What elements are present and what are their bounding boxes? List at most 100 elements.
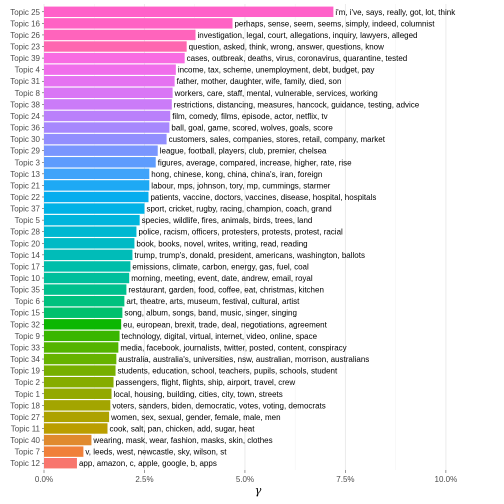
bar [44, 226, 137, 237]
x-axis-ticks: 0.0% 2.5% 5.0% 7.5% 10.0% [35, 470, 457, 484]
bar [44, 319, 122, 330]
bar-term-label: ball, goal, game, scored, wolves, goals,… [171, 124, 333, 133]
bar-term-label: hong, chinese, kong, china, china's, ira… [151, 170, 322, 179]
bar [44, 145, 158, 156]
bar [44, 29, 196, 41]
x-tick-label: 2.5% [135, 475, 153, 484]
bar [44, 330, 120, 342]
bar-term-label: species, wildlife, fires, animals, birds… [142, 216, 313, 225]
y-tick-label: Topic 21 [10, 181, 40, 190]
y-tick-label: Topic 30 [10, 135, 40, 144]
bar [44, 99, 172, 110]
bar-term-label: figures, average, compared, increase, hi… [158, 158, 352, 167]
y-tick-label: Topic 3 [15, 158, 41, 167]
bar-term-label: passengers, flight, flights, ship, airpo… [116, 378, 296, 387]
bars [44, 6, 334, 469]
y-tick-label: Topic 8 [15, 89, 41, 98]
bar-term-label: workers, care, staff, mental, vulnerable… [174, 89, 378, 98]
bar [44, 446, 84, 457]
y-tick-label: Topic 19 [10, 367, 40, 376]
bar-term-label: australia, australia's, universities, ns… [118, 355, 369, 364]
bar-term-label: i'm, i've, says, really, got, lot, think [335, 8, 456, 17]
bar [44, 214, 140, 226]
x-axis-title: γ [255, 484, 262, 497]
bar [44, 87, 173, 99]
bar [44, 458, 77, 469]
y-tick-label: Topic 22 [10, 193, 40, 202]
y-tick-label: Topic 7 [15, 448, 41, 457]
y-tick-label: Topic 2 [15, 378, 41, 387]
bar-term-label: local, housing, building, cities, city, … [114, 390, 283, 399]
bar [44, 64, 176, 75]
bar-term-label: eu, european, brexit, trade, deal, negot… [123, 320, 327, 329]
bar [44, 272, 130, 284]
bar [44, 388, 112, 399]
bar [44, 110, 171, 122]
bar [44, 180, 150, 191]
bar-term-label: perhaps, sense, seem, seems, simply, ind… [234, 19, 435, 28]
bar-term-label: labour, mps, johnson, tory, mp, cummings… [151, 181, 330, 190]
bar-term-label: patients, vaccine, doctors, vaccines, di… [150, 193, 376, 202]
bar-term-label: film, comedy, films, episode, actor, net… [172, 112, 327, 121]
bar-term-label: art, theatre, arts, museum, festival, cu… [126, 297, 300, 306]
bar [44, 295, 125, 307]
bar [44, 249, 133, 261]
bar-term-label: league, football, players, club, premier… [160, 147, 327, 156]
bar-labels: i'm, i've, says, really, got, lot, think… [79, 8, 456, 468]
y-tick-label: Topic 18 [10, 401, 40, 410]
bar-term-label: book, books, novel, writes, writing, rea… [136, 239, 307, 248]
bar [44, 203, 145, 214]
bar [44, 133, 167, 145]
bar [44, 400, 111, 411]
bar [44, 18, 233, 29]
bar-term-label: income, tax, scheme, unemployment, debt,… [178, 66, 375, 75]
bar-term-label: police, racism, officers, protesters, pr… [138, 228, 343, 237]
bar [44, 76, 175, 87]
y-tick-label: Topic 4 [15, 66, 41, 75]
bar-term-label: students, education, school, teachers, p… [118, 367, 338, 376]
bar-term-label: song, album, songs, band, music, singer,… [124, 309, 297, 318]
bar [44, 365, 116, 376]
bar [44, 6, 334, 17]
y-tick-label: Topic 10 [10, 274, 40, 283]
y-tick-label: Topic 23 [10, 43, 40, 52]
y-tick-label: Topic 36 [10, 124, 40, 133]
y-tick-label: Topic 34 [10, 355, 40, 364]
bar-term-label: women, sex, sexual, gender, female, male… [110, 413, 280, 422]
bar [44, 307, 123, 318]
bar-term-label: emissions, climate, carbon, energy, gas,… [132, 262, 309, 271]
x-tick-label: 5.0% [236, 475, 254, 484]
y-tick-label: Topic 26 [10, 31, 40, 40]
bar [44, 342, 119, 353]
y-tick-label: Topic 31 [10, 77, 40, 86]
bar [44, 284, 127, 295]
y-tick-label: Topic 6 [15, 297, 41, 306]
bar [44, 122, 170, 133]
y-tick-label: Topic 25 [10, 8, 40, 17]
y-tick-label: Topic 12 [10, 459, 40, 468]
bar-term-label: question, asked, think, wrong, answer, q… [189, 43, 384, 52]
bar-term-label: father, mother, daughter, wife, family, … [177, 77, 342, 86]
y-tick-label: Topic 35 [10, 286, 40, 295]
bar [44, 423, 108, 434]
y-tick-label: Topic 29 [10, 147, 40, 156]
bar-term-label: customers, sales, companies, stores, ret… [169, 135, 386, 144]
bar-term-label: voters, sanders, biden, democratic, vote… [112, 401, 325, 410]
bar [44, 157, 156, 168]
bar-term-label: trump, trump's, donald, president, ameri… [134, 251, 365, 260]
bar-term-label: technology, digital, virtual, internet, … [122, 332, 318, 341]
bar [44, 411, 110, 423]
bar [44, 261, 131, 272]
y-tick-label: Topic 27 [10, 413, 40, 422]
y-tick-label: Topic 32 [10, 320, 40, 329]
bar [44, 434, 92, 446]
y-tick-label: Topic 24 [10, 112, 40, 121]
bar-term-label: media, facebook, journalists, twitter, p… [120, 343, 346, 352]
y-tick-label: Topic 13 [10, 170, 40, 179]
bar [44, 191, 149, 203]
y-tick-label: Topic 15 [10, 309, 40, 318]
y-tick-label: Topic 17 [10, 262, 40, 271]
y-axis-labels: Topic 25 Topic 16 Topic 26 Topic 23 Topic 39… [10, 8, 44, 468]
y-tick-label: Topic 39 [10, 54, 40, 63]
bar [44, 52, 185, 64]
